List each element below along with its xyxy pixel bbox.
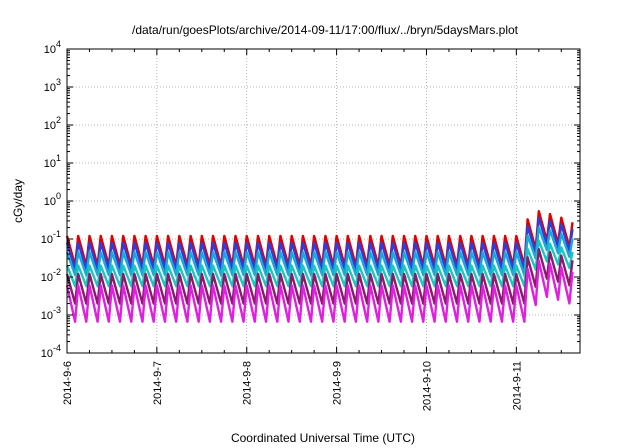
y-tick-label: 102 <box>44 115 61 132</box>
series-line <box>65 239 574 288</box>
series-line <box>65 248 574 305</box>
y-tick-label: 10-3 <box>41 305 61 322</box>
x-axis-ticks: 2014-9-6 2014-9-7 2014-9-8 2014-9-9 2014-9-1… <box>62 49 562 411</box>
x-axis-label: Coordinated Universal Time (UTC) <box>231 431 415 445</box>
y-tick-label: 10-1 <box>41 229 61 246</box>
y-tick-label: 10-4 <box>41 343 61 360</box>
x-tick-label: 2014-9-8 <box>242 361 254 405</box>
x-tick-label: 2014-9-10 <box>421 361 433 411</box>
y-tick-label: 104 <box>44 39 61 56</box>
series-lines <box>65 210 574 323</box>
y-tick-label: 10-2 <box>41 267 61 284</box>
y-tick-label: 100 <box>44 191 61 208</box>
series-line <box>65 226 574 277</box>
y-axis-label: cGy/day <box>11 179 25 223</box>
y-tick-label: 103 <box>44 77 61 94</box>
series-line <box>65 259 574 323</box>
chart-title: /data/run/goesPlots/archive/2014-09-11/1… <box>132 23 519 37</box>
x-tick-label: 2014-9-9 <box>332 361 344 405</box>
y-axis-ticks: 10-4 10-3 10-2 10-1 100 101 102 103 104 <box>41 39 580 360</box>
x-tick-label: 2014-9-7 <box>152 361 164 405</box>
x-tick-label: 2014-9-11 <box>511 361 523 410</box>
y-tick-label: 101 <box>44 153 61 170</box>
x-tick-label: 2014-9-6 <box>62 361 74 405</box>
